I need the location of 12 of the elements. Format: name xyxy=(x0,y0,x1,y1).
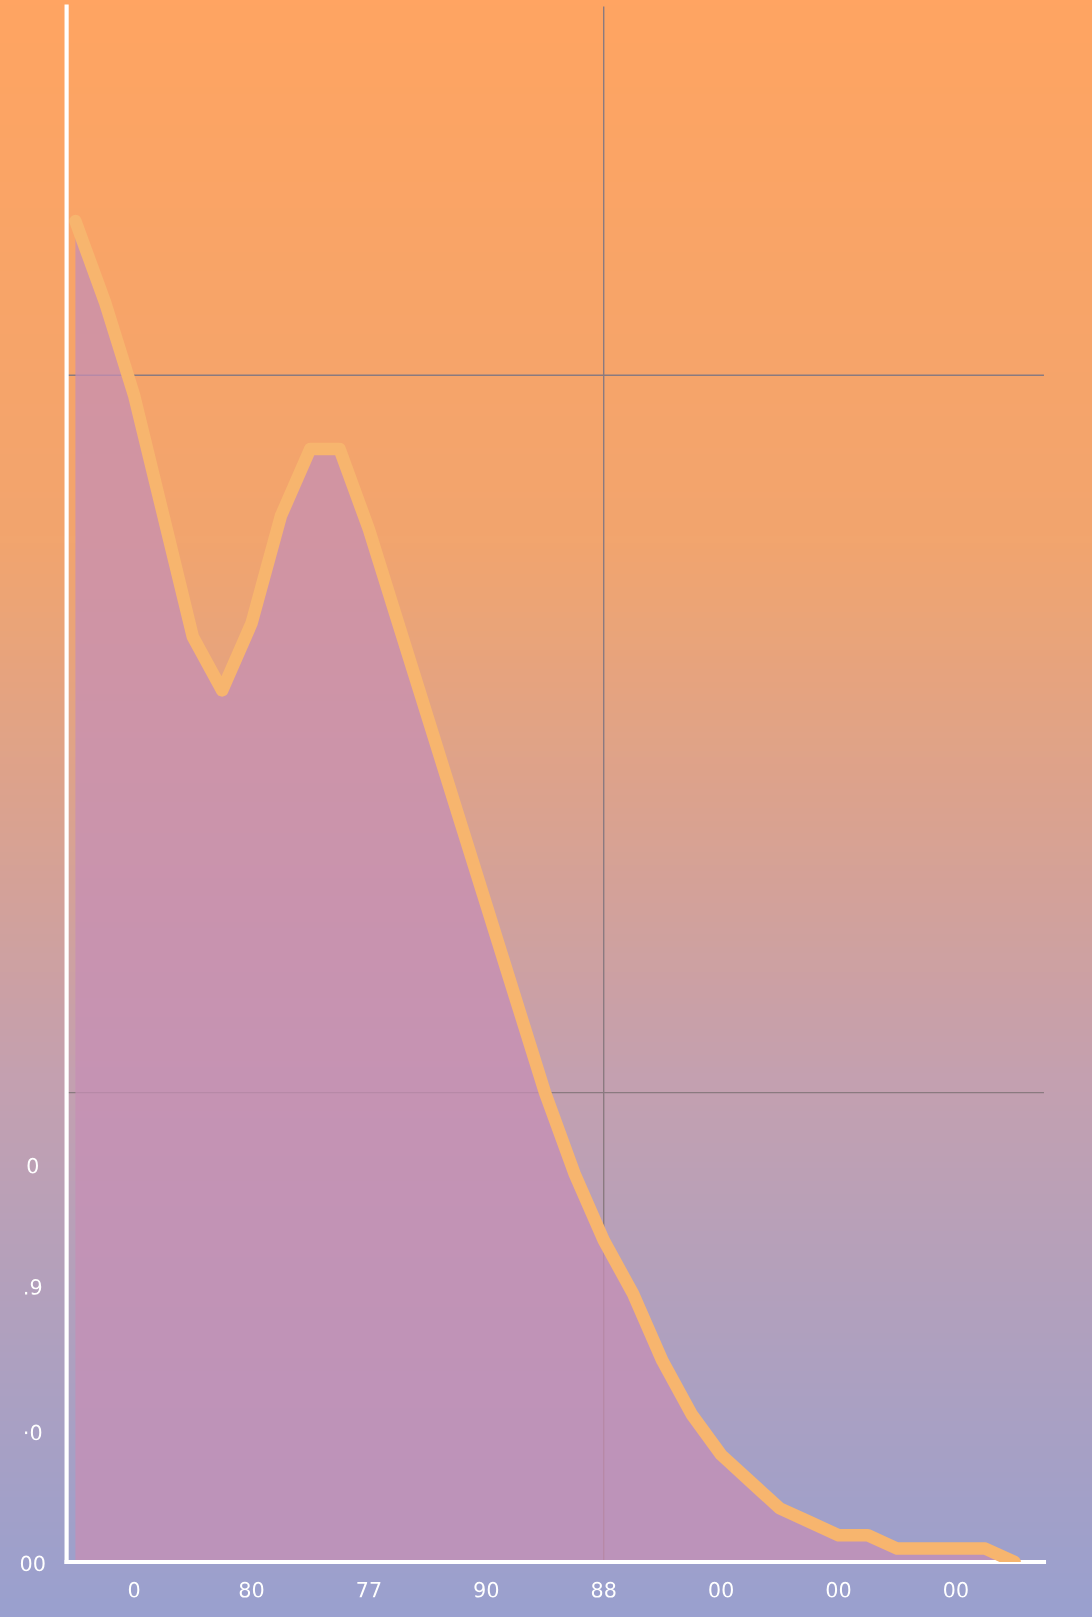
x-tick-label: 00 xyxy=(709,1581,733,1598)
x-tick-label: 00 xyxy=(826,1581,851,1598)
x-tick-label: 77 xyxy=(357,1582,381,1598)
text: 00 xyxy=(20,1555,45,1572)
x-tick-label: 90 xyxy=(474,1581,499,1598)
text: .9 xyxy=(25,1279,42,1295)
x-tick-label: 00 xyxy=(944,1581,968,1598)
x-tick-label: 88 xyxy=(591,1581,616,1598)
text: ·0 xyxy=(25,1424,42,1441)
text: 0 xyxy=(27,1157,38,1174)
x-tick-label: 0 xyxy=(128,1581,140,1598)
x-tick-label: 80 xyxy=(239,1581,264,1598)
